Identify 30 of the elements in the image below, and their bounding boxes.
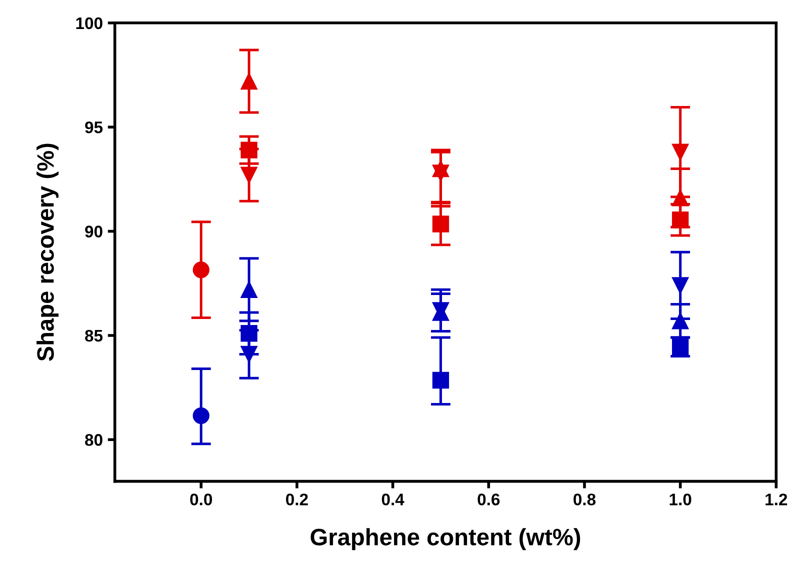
point [240,325,258,342]
y-tick-label: 100 [76,17,102,30]
point [240,346,258,363]
y-tick-label: 85 [85,330,103,342]
point [672,277,689,294]
point [672,312,689,330]
point [672,144,689,160]
point [192,407,210,424]
point [240,281,258,298]
point [432,216,450,232]
y-tick-label: 95 [85,122,103,134]
y-tick-label: 80 [85,434,102,446]
x-tick-label: 1.0 [670,494,692,506]
point [240,166,258,184]
point [432,164,450,182]
x-axis-title: Graphene content (wt%) [310,528,580,550]
x-tick-label: 0.2 [286,494,308,506]
y-tick-label: 90 [85,226,102,238]
x-tick-label: 0.0 [190,494,212,506]
x-tick-label: 0.4 [382,494,404,506]
point [672,190,689,206]
y-axis-title: Shape recovery (%) [36,144,59,362]
point [432,372,450,389]
x-tick-label: 0.6 [478,494,500,506]
point [240,142,258,158]
x-tick-label: 0.8 [574,494,596,506]
x-tick-label: 1.2 [766,494,788,506]
point [192,261,210,278]
point [240,72,258,90]
point [672,211,689,228]
